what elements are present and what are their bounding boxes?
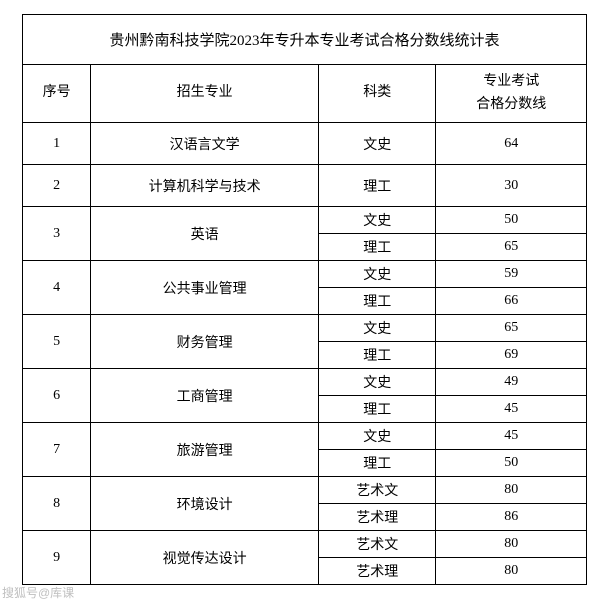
- cell-category: 文史: [319, 315, 436, 342]
- cell-score: 86: [436, 504, 587, 531]
- cell-category: 理工: [319, 396, 436, 423]
- cell-major: 视觉传达设计: [91, 531, 319, 585]
- table-row: 7旅游管理文史45: [23, 423, 587, 450]
- cell-major: 旅游管理: [91, 423, 319, 477]
- cell-num: 6: [23, 369, 91, 423]
- cell-score: 30: [436, 165, 587, 207]
- table-row: 4公共事业管理文史59: [23, 261, 587, 288]
- cell-major: 工商管理: [91, 369, 319, 423]
- cell-score: 80: [436, 531, 587, 558]
- table-row: 5财务管理文史65: [23, 315, 587, 342]
- table-row: 3英语文史50: [23, 207, 587, 234]
- cell-category: 文史: [319, 207, 436, 234]
- header-major: 招生专业: [91, 65, 319, 123]
- table-title: 贵州黔南科技学院2023年专升本专业考试合格分数线统计表: [23, 15, 587, 65]
- cell-category: 理工: [319, 450, 436, 477]
- table-body: 贵州黔南科技学院2023年专升本专业考试合格分数线统计表 序号 招生专业 科类 …: [23, 15, 587, 585]
- table-title-row: 贵州黔南科技学院2023年专升本专业考试合格分数线统计表: [23, 15, 587, 65]
- cell-num: 5: [23, 315, 91, 369]
- cell-score: 49: [436, 369, 587, 396]
- cell-category: 理工: [319, 288, 436, 315]
- cell-score: 80: [436, 558, 587, 585]
- table-row: 9视觉传达设计艺术文80: [23, 531, 587, 558]
- score-table: 贵州黔南科技学院2023年专升本专业考试合格分数线统计表 序号 招生专业 科类 …: [22, 14, 587, 585]
- cell-num: 8: [23, 477, 91, 531]
- table-row: 2计算机科学与技术理工30: [23, 165, 587, 207]
- cell-category: 艺术理: [319, 558, 436, 585]
- cell-major: 公共事业管理: [91, 261, 319, 315]
- cell-num: 3: [23, 207, 91, 261]
- header-score: 专业考试 合格分数线: [436, 65, 587, 123]
- cell-score: 64: [436, 123, 587, 165]
- table-row: 6工商管理文史49: [23, 369, 587, 396]
- cell-score: 45: [436, 396, 587, 423]
- cell-category: 理工: [319, 165, 436, 207]
- cell-score: 59: [436, 261, 587, 288]
- cell-category: 文史: [319, 369, 436, 396]
- cell-score: 50: [436, 450, 587, 477]
- table-header-row: 序号 招生专业 科类 专业考试 合格分数线: [23, 65, 587, 123]
- cell-num: 4: [23, 261, 91, 315]
- cell-num: 2: [23, 165, 91, 207]
- cell-score: 80: [436, 477, 587, 504]
- cell-category: 艺术文: [319, 531, 436, 558]
- cell-major: 汉语言文学: [91, 123, 319, 165]
- watermark-text: 搜狐号@库课: [2, 584, 74, 601]
- cell-num: 7: [23, 423, 91, 477]
- cell-category: 理工: [319, 342, 436, 369]
- table-row: 8环境设计艺术文80: [23, 477, 587, 504]
- cell-category: 理工: [319, 234, 436, 261]
- cell-category: 艺术理: [319, 504, 436, 531]
- cell-score: 65: [436, 234, 587, 261]
- cell-major: 财务管理: [91, 315, 319, 369]
- cell-num: 1: [23, 123, 91, 165]
- cell-num: 9: [23, 531, 91, 585]
- cell-category: 艺术文: [319, 477, 436, 504]
- cell-score: 66: [436, 288, 587, 315]
- cell-major: 英语: [91, 207, 319, 261]
- cell-category: 文史: [319, 261, 436, 288]
- header-score-line1: 专业考试: [483, 74, 539, 89]
- cell-major: 环境设计: [91, 477, 319, 531]
- header-num: 序号: [23, 65, 91, 123]
- header-score-line2: 合格分数线: [476, 97, 546, 112]
- cell-score: 69: [436, 342, 587, 369]
- cell-score: 65: [436, 315, 587, 342]
- table-row: 1汉语言文学文史64: [23, 123, 587, 165]
- cell-score: 50: [436, 207, 587, 234]
- header-category: 科类: [319, 65, 436, 123]
- cell-major: 计算机科学与技术: [91, 165, 319, 207]
- cell-category: 文史: [319, 423, 436, 450]
- cell-score: 45: [436, 423, 587, 450]
- cell-category: 文史: [319, 123, 436, 165]
